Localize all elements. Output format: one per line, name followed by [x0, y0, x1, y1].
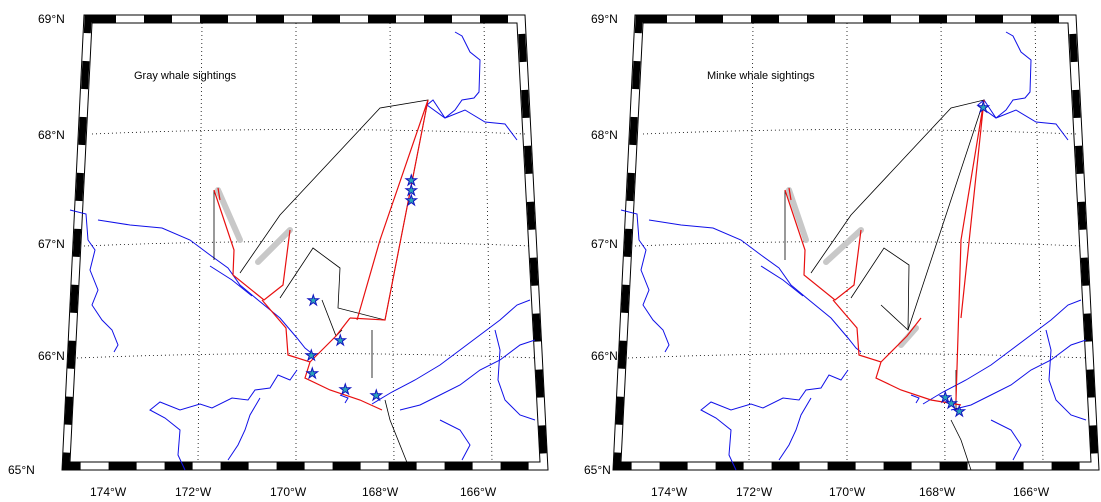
sightings: ★ ★ ★ ★ ★ ★ ★ ★ ★ — [305, 172, 419, 404]
lon-label: 170°W — [270, 485, 307, 499]
lon-label: 172°W — [175, 485, 212, 499]
star-icon: ★ — [939, 389, 952, 405]
lon-label: 170°W — [829, 485, 866, 499]
graticule — [627, 22, 1089, 463]
star-icon: ★ — [306, 365, 319, 381]
survey-tracks — [213, 99, 429, 466]
star-icon: ★ — [977, 99, 990, 115]
map-title: Gray whale sightings — [134, 70, 237, 82]
lat-label: 65°N — [8, 463, 35, 477]
map-svg-minke: ★ ★ ★ ★ Minke whale sightings 69°N 68°N … — [584, 12, 1100, 499]
lat-label: 67°N — [38, 237, 65, 251]
coastline — [69, 31, 536, 471]
lat-label: 66°N — [591, 349, 618, 363]
star-icon: ★ — [307, 292, 320, 308]
star-icon: ★ — [370, 387, 383, 403]
lon-label: 172°W — [736, 485, 773, 499]
star-icon: ★ — [305, 347, 318, 363]
lon-label: 166°W — [1013, 485, 1050, 499]
lon-label: 168°W — [362, 485, 399, 499]
sightings: ★ ★ ★ ★ — [939, 99, 991, 420]
survey-tracks — [784, 99, 985, 471]
map-panel-minke-whale: ★ ★ ★ ★ Minke whale sightings 69°N 68°N … — [551, 0, 1101, 502]
star-icon: ★ — [334, 332, 347, 348]
lon-label: 166°W — [460, 485, 497, 499]
lat-label: 68°N — [38, 128, 65, 142]
map-panel-gray-whale: ★ ★ ★ ★ ★ ★ ★ ★ ★ Gray whale sightings 6… — [0, 0, 550, 502]
graticule — [76, 22, 538, 463]
lat-label: 66°N — [38, 349, 65, 363]
star-icon: ★ — [945, 395, 958, 411]
lat-label: 69°N — [38, 12, 65, 26]
lat-label: 68°N — [591, 128, 618, 142]
star-icon: ★ — [405, 182, 418, 198]
star-icon: ★ — [953, 403, 966, 419]
star-icon: ★ — [339, 381, 352, 397]
map-frame — [61, 14, 549, 471]
star-icon: ★ — [405, 172, 418, 188]
map-frame — [612, 14, 1100, 471]
lon-label: 174°W — [651, 485, 688, 499]
star-icon: ★ — [405, 192, 418, 208]
lat-label: 67°N — [591, 237, 618, 251]
map-title: Minke whale sightings — [707, 70, 815, 82]
lon-label: 174°W — [90, 485, 127, 499]
lat-label: 69°N — [591, 12, 618, 26]
lat-label: 65°N — [584, 463, 611, 477]
coastline — [620, 31, 1087, 471]
lon-label: 168°W — [919, 485, 956, 499]
map-svg-gray: ★ ★ ★ ★ ★ ★ ★ ★ ★ Gray whale sightings 6… — [8, 12, 549, 499]
